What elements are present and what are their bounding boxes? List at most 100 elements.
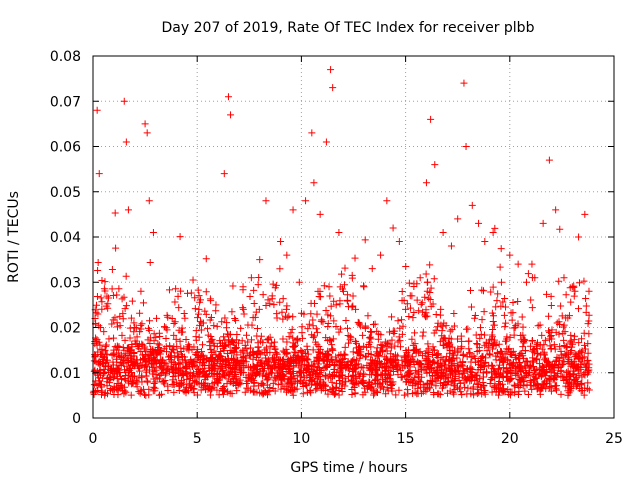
roti-point: [114, 364, 122, 372]
roti-point: [360, 283, 368, 291]
roti-point: [262, 197, 270, 205]
roti-point: [295, 278, 303, 286]
roti-point: [416, 274, 424, 282]
roti-point: [172, 364, 180, 372]
x-tick-label: 20: [501, 431, 519, 447]
roti-point: [460, 79, 468, 87]
roti-point: [99, 360, 107, 368]
roti-point: [408, 292, 416, 300]
roti-point: [124, 206, 132, 214]
roti-point: [327, 66, 335, 74]
roti-point: [439, 228, 447, 236]
roti-point: [552, 206, 560, 214]
y-tick-label: 0.01: [50, 366, 81, 382]
y-tick-label: 0.02: [50, 321, 81, 337]
grid-lines: [93, 56, 614, 418]
roti-point: [256, 256, 264, 264]
x-tick-label: 5: [193, 431, 202, 447]
roti-point: [462, 143, 470, 150]
roti-point: [531, 274, 539, 282]
roti-point: [427, 115, 435, 123]
roti-point: [431, 161, 439, 169]
roti-point: [131, 324, 139, 331]
roti-point: [110, 346, 118, 354]
roti-point: [395, 238, 403, 246]
roti-point: [308, 129, 316, 137]
roti-point: [383, 197, 391, 205]
y-axis-label: ROTI / TECUs: [6, 191, 22, 283]
roti-point: [145, 197, 153, 205]
roti-point: [422, 179, 430, 187]
roti-point: [497, 278, 505, 286]
roti-point: [402, 305, 410, 313]
roti-point: [322, 138, 330, 146]
roti-point: [489, 228, 497, 236]
x-axis-ticks: 0 5 10 15 20 25: [89, 56, 623, 447]
roti-point: [329, 84, 337, 92]
roti-point: [454, 215, 462, 223]
roti-point: [506, 251, 514, 259]
roti-point-cloud: [89, 209, 593, 399]
roti-point: [316, 210, 324, 218]
roti-point: [585, 287, 593, 295]
roti-point: [289, 206, 297, 214]
roti-point: [227, 111, 235, 119]
roti-point: [268, 292, 276, 300]
roti-point: [568, 283, 576, 291]
x-tick-label: 25: [605, 431, 623, 447]
x-tick-label: 0: [89, 431, 98, 447]
chart-title: Day 207 of 2019, Rate Of TEC Index for r…: [162, 20, 535, 36]
roti-point: [389, 224, 397, 232]
roti-point: [468, 201, 476, 209]
roti-point: [193, 355, 201, 363]
roti-point: [343, 296, 351, 304]
roti-point: [220, 170, 228, 178]
roti-point: [156, 333, 164, 341]
roti-point: [224, 93, 232, 101]
roti-point: [560, 274, 568, 282]
roti-point: [106, 373, 114, 381]
y-tick-label: 0.06: [50, 140, 81, 156]
roti-point: [302, 197, 310, 205]
roti-point: [377, 251, 385, 259]
y-tick-label: 0.04: [50, 230, 81, 246]
roti-point: [122, 138, 130, 146]
roti-point: [310, 179, 318, 187]
roti-point: [283, 251, 291, 259]
roti-point: [545, 156, 553, 164]
roti-point: [199, 319, 207, 327]
roti-point: [522, 278, 530, 286]
y-tick-label: 0.05: [50, 185, 81, 201]
roti-point: [93, 106, 101, 114]
x-axis-label: GPS time / hours: [290, 460, 407, 476]
roti-point: [212, 301, 220, 309]
roti-point: [481, 238, 489, 246]
y-tick-label: 0.07: [50, 94, 81, 110]
roti-point: [137, 287, 145, 295]
roti-point: [120, 97, 128, 105]
roti-point: [581, 210, 589, 218]
roti-point: [335, 228, 343, 236]
data-points: [91, 66, 593, 381]
roti-point: [575, 233, 583, 241]
roti-point: [179, 328, 187, 336]
roti-point: [239, 283, 247, 291]
roti-point: [447, 242, 455, 250]
roti-point: [168, 314, 176, 322]
y-tick-label: 0: [72, 411, 81, 427]
y-tick-label: 0.03: [50, 275, 81, 291]
roti-point: [95, 170, 103, 178]
x-tick-label: 10: [292, 431, 310, 447]
x-tick-label: 15: [397, 431, 415, 447]
roti-point: [149, 228, 157, 236]
y-axis-ticks: 0 0.01 0.02 0.03 0.04 0.05 0.06 0.07 0.08: [50, 49, 614, 427]
roti-point: [162, 360, 170, 368]
roti-point: [475, 219, 483, 227]
roti-point: [231, 314, 239, 322]
roti-point: [185, 346, 193, 354]
roti-point: [514, 260, 522, 268]
y-tick-label: 0.08: [50, 49, 81, 65]
roti-point: [206, 342, 214, 350]
dense-point-band: [89, 209, 593, 399]
